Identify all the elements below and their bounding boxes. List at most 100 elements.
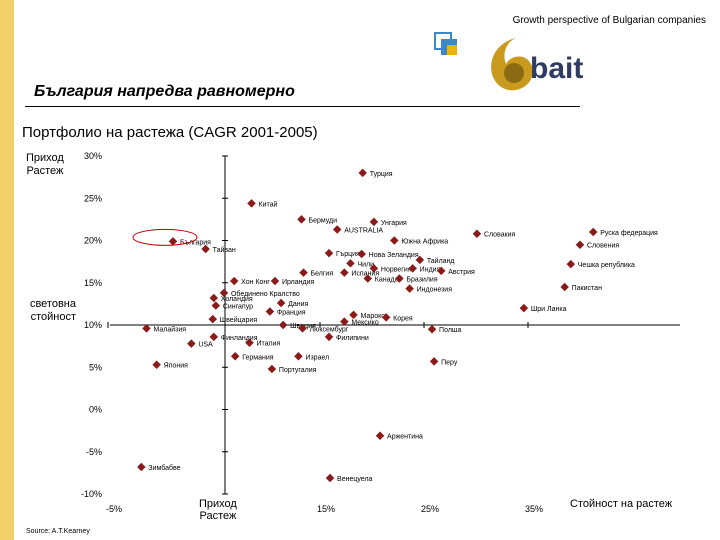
x-tick-label: -5% [106, 504, 122, 514]
x-center-label: Приход Растеж [199, 498, 237, 522]
data-point-label: Сингапур [223, 304, 253, 311]
data-point-label: Холандия [221, 296, 253, 303]
data-point-label: Финландия [221, 335, 258, 342]
data-point [187, 339, 196, 348]
data-point [265, 307, 275, 316]
y-tick-label: 15% [84, 278, 102, 288]
data-point [390, 236, 399, 245]
data-point [294, 352, 303, 361]
data-point-label: Япония [164, 363, 189, 370]
data-point-label: Пакистан [572, 285, 602, 292]
data-point-label: Филипини [336, 335, 369, 342]
data-point-label: Венецуела [337, 476, 372, 483]
x-center-label-line-1: Приход [199, 498, 237, 510]
data-point [278, 320, 288, 330]
data-point [325, 473, 335, 483]
data-point-label: Италия [256, 341, 280, 348]
data-point-label: Германия [242, 354, 274, 361]
data-point-label: Швейцария [220, 316, 258, 324]
logo-ball [504, 63, 524, 83]
data-point [349, 310, 358, 320]
data-point-label: Австрия [448, 269, 475, 276]
data-point [340, 317, 349, 326]
data-point-label: Перу [441, 359, 458, 366]
data-point [270, 276, 280, 286]
x-tick-label: 25% [421, 504, 439, 514]
y-tick-label: 30% [84, 151, 102, 161]
data-point-label: Франция [277, 309, 306, 316]
logo-wordmark: bait [530, 52, 583, 85]
data-point-label: Чили [357, 261, 374, 268]
y-tick-label: 20% [84, 236, 102, 246]
data-point [472, 229, 482, 238]
data-point-label: AUSTRALIA [344, 228, 383, 235]
y-tick-label: -5% [86, 447, 102, 457]
data-point-label: Испания [351, 271, 379, 278]
data-point [395, 274, 404, 283]
data-point [566, 259, 576, 269]
data-point [208, 314, 218, 324]
data-point [299, 268, 308, 277]
logo-square-yellow [447, 45, 457, 55]
data-point-label: Белгия [311, 271, 334, 278]
data-point-label: Индонезия [417, 287, 453, 294]
data-point-label: Малайзия [153, 325, 186, 333]
slide-title: България напредва равномерно [34, 83, 295, 100]
data-point [297, 215, 306, 224]
data-point [427, 324, 437, 334]
data-point [340, 268, 349, 277]
data-point [324, 332, 334, 342]
data-point [429, 357, 439, 366]
data-point [230, 352, 240, 361]
data-point [324, 248, 334, 258]
data-point [247, 199, 256, 208]
y-tick-label: 5% [89, 362, 102, 372]
data-point [137, 462, 146, 472]
data-point-label: Зимбабве [148, 464, 180, 472]
data-point-label: Китай [259, 200, 278, 208]
data-point-label: Аржентина [387, 434, 423, 441]
data-point [358, 168, 367, 178]
data-point-label: Южна Африка [401, 239, 448, 246]
data-point-label: USA [198, 342, 213, 349]
data-point [357, 249, 366, 259]
left-axis-label-line-1: световна [29, 298, 76, 310]
data-point [381, 313, 391, 322]
data-point-label: Бразилия [406, 277, 437, 284]
x-axis-title: Стойност на растеж [570, 498, 673, 510]
data-point [209, 332, 219, 342]
data-point-label: Бермуди [309, 217, 338, 224]
data-point [219, 288, 229, 298]
data-point-label: Португалия [279, 367, 317, 374]
x-center-label-line-2: Растеж [199, 510, 237, 522]
data-point [519, 303, 529, 313]
source-note: Source: A.T.Kearney [26, 528, 90, 535]
data-point [298, 324, 307, 333]
data-point-label: Люксембург [310, 325, 349, 333]
y-axis-title-line-2: Растеж [26, 165, 64, 177]
data-point-label: Гърция [336, 251, 360, 258]
data-point-label: Норвегия [381, 266, 412, 273]
data-point [229, 276, 239, 286]
data-point-label: Мексико [351, 320, 378, 327]
data-point [436, 266, 446, 276]
data-point [152, 360, 161, 369]
bulgaria-highlight-ring [132, 228, 198, 246]
data-point [168, 237, 178, 246]
data-point-label: Индия [420, 266, 441, 273]
data-point [201, 244, 210, 254]
data-point [142, 324, 151, 333]
left-axis-label: световна стойност [0, 298, 76, 324]
data-point-label: Дания [288, 301, 308, 308]
y-axis-title: Приход Растеж [26, 152, 64, 178]
data-point [405, 284, 414, 293]
data-point-label: Нова Зеландия [369, 252, 419, 259]
y-tick-label: -10% [81, 489, 102, 499]
data-point-label: Унгария [381, 220, 407, 227]
y-tick-label: 0% [89, 405, 102, 415]
data-point-label: Мароко [361, 313, 386, 320]
data-point [369, 264, 379, 273]
data-point-label: Обединено Кралство [231, 290, 300, 298]
x-tick-label: 35% [525, 504, 543, 514]
